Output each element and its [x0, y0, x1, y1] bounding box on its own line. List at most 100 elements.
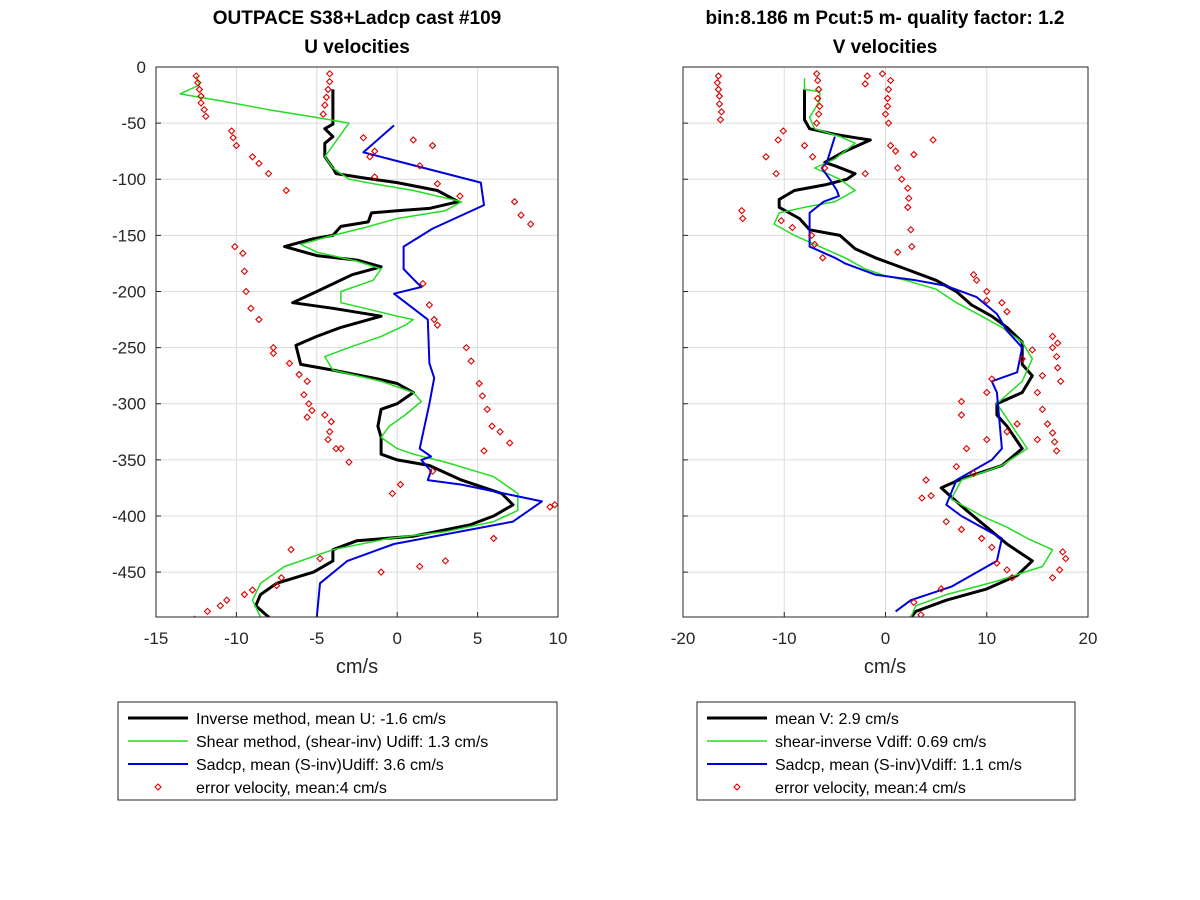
error-velocity-point: [322, 93, 331, 102]
error-velocity-point: [1048, 332, 1057, 341]
error-velocity-point: [893, 164, 902, 172]
legend-label: Shear method, (shear-inv) Udiff: 1.3 cm/…: [196, 734, 488, 751]
error-velocity-point: [377, 568, 385, 576]
error-velocity-point: [883, 102, 892, 111]
error-velocity-point: [202, 112, 210, 121]
chart-subtitle: U velocities: [304, 37, 410, 58]
y-tick-label: -450: [112, 563, 146, 582]
error-velocity-point: [1003, 566, 1011, 574]
chart-subtitle: V velocities: [833, 37, 938, 58]
legend-label: Sadcp, mean (S-inv)Udiff: 3.6 cm/s: [196, 757, 444, 774]
error-velocity-point: [1048, 343, 1057, 352]
error-velocity-point: [248, 153, 257, 161]
error-velocity-point: [715, 100, 724, 108]
x-tick-label: -5: [309, 629, 324, 648]
grid: [155, 66, 559, 617]
error-velocity-point: [483, 405, 492, 414]
error-velocity-point: [467, 357, 475, 365]
error-velocity-point: [1056, 377, 1065, 386]
error-velocity-point: [1013, 420, 1021, 428]
error-velocity-point: [216, 601, 225, 610]
error-velocity-point: [419, 279, 427, 288]
error-velocity-point: [240, 267, 249, 276]
error-velocity-point: [247, 304, 255, 313]
error-velocity-point: [327, 417, 336, 426]
error-velocity-point: [878, 69, 887, 78]
x-tick-label: 0: [881, 629, 890, 648]
error-velocity-point: [815, 102, 824, 111]
error-velocity-point: [227, 127, 236, 135]
error-velocity-point: [370, 173, 379, 181]
error-velocity-point: [884, 119, 893, 127]
error-velocity-point: [1008, 573, 1016, 582]
error-velocity-point: [927, 491, 935, 500]
error-velocity-point: [287, 545, 295, 554]
error-velocity-point: [489, 534, 498, 543]
error-velocity-point: [304, 399, 313, 408]
error-velocity-point: [807, 231, 816, 240]
x-tick-label: 10: [977, 629, 996, 648]
error-velocity-point: [231, 242, 239, 251]
error-velocity-point: [1033, 435, 1042, 444]
error-velocity-point: [713, 78, 722, 87]
error-velocity-point: [248, 586, 257, 594]
error-velocity-point: [203, 607, 212, 616]
error-velocity-point: [510, 197, 519, 206]
legend: mean V: 2.9 cm/s shear-inverse Vdiff: 0.6…: [707, 711, 1022, 797]
error-velocity-point: [810, 240, 819, 249]
error-velocity-point: [788, 223, 797, 232]
error-velocity-point: [863, 72, 872, 80]
error-velocity-point: [774, 136, 782, 144]
error-velocity-point: [1055, 566, 1064, 574]
error-velocity-point: [988, 375, 996, 383]
error-velocity-point: [303, 413, 311, 421]
error-velocity-point: [1061, 554, 1070, 563]
legend-label: error velocity, mean:4 cm/s: [775, 780, 966, 797]
error-velocity-point: [321, 411, 329, 419]
error-velocity-point: [813, 94, 822, 103]
error-velocity-point: [325, 77, 334, 86]
error-velocity-point: [922, 476, 930, 484]
error-velocity-point: [192, 72, 200, 80]
axes-box: [155, 66, 559, 618]
error-velocity-point: [1003, 428, 1011, 436]
legend-label: shear-inverse Vdiff: 0.69 cm/s: [775, 734, 986, 751]
error-velocity-point: [905, 194, 913, 203]
error-velocity-point: [891, 147, 900, 155]
error-velocity-point: [359, 133, 368, 142]
plot-area: [713, 69, 1070, 617]
error-velocity-point: [908, 242, 916, 251]
legend-box: [117, 701, 558, 801]
legend: Inverse method, mean U: -1.6 cm/s Shear m…: [128, 711, 488, 797]
x-tick-label: 0: [392, 629, 401, 648]
error-velocity-point: [716, 115, 725, 124]
error-velocity-point: [1052, 352, 1061, 361]
error-velocity-point: [861, 169, 870, 178]
error-velocity-point: [957, 397, 966, 406]
legend-label: Sadcp, mean (S-inv)Vdiff: 1.1 cm/s: [775, 757, 1022, 774]
error-velocity-point: [264, 169, 273, 178]
x-tick-label: 20: [1079, 629, 1098, 648]
error-velocity-point: [897, 175, 906, 184]
x-tick-label: -10: [772, 629, 797, 648]
error-velocity-point: [300, 390, 308, 399]
error-velocity-point: [715, 92, 724, 100]
error-velocity-point: [277, 573, 286, 582]
error-velocity-point: [345, 458, 353, 466]
error-velocity-point: [982, 388, 991, 397]
x-axis-label: cm/s: [864, 656, 906, 678]
error-velocity-point: [441, 557, 450, 565]
y-tick-label: -100: [112, 170, 146, 189]
error-velocity-point: [957, 525, 966, 534]
error-velocity-point: [1053, 339, 1062, 347]
error-velocity-point: [517, 211, 525, 219]
error-velocity-point: [1028, 346, 1037, 354]
series-line-2: [808, 136, 1024, 613]
error-velocity-point: [1053, 364, 1062, 372]
chart-title: bin:8.186 m Pcut:5 m- quality factor: 1.…: [706, 8, 1065, 29]
error-velocity-point: [478, 392, 487, 400]
error-velocity-point: [433, 321, 442, 329]
error-velocity-point: [1048, 573, 1057, 582]
error-velocity-point: [988, 543, 996, 552]
error-velocity-point: [917, 610, 925, 617]
